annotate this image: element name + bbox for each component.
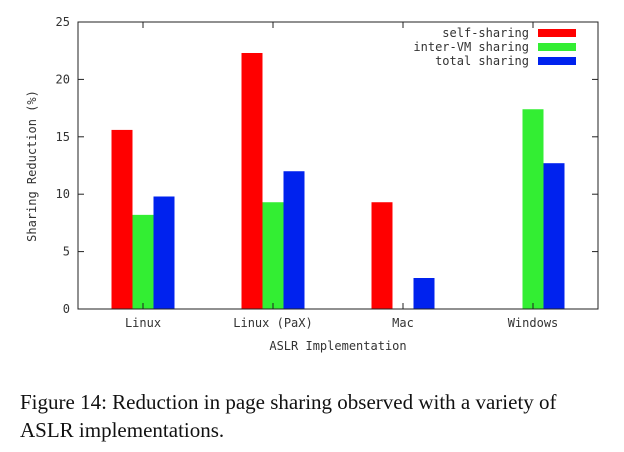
legend-swatch [538, 57, 576, 65]
x-axis: Linux Linux (PaX) Mac Windows [125, 22, 558, 330]
bar-inter-vm-sharing [522, 109, 544, 309]
legend-label: self-sharing [442, 26, 529, 40]
bar-chart: 0 5 10 15 20 25 Linux Linux (PaX) Mac Windows Sh… [25, 15, 599, 353]
plot-frame [77, 21, 599, 310]
legend-swatch [538, 43, 576, 51]
bars-group [111, 52, 565, 309]
x-tick-label: Linux [125, 316, 161, 330]
x-tick-label: Mac [392, 316, 414, 330]
bar-total-sharing [413, 278, 435, 309]
x-axis-label: ASLR Implementation [269, 339, 406, 353]
y-tick-label: 10 [56, 187, 70, 201]
figure-caption: Figure 14: Reduction in page sharing obs… [20, 390, 557, 442]
bar-self-sharing [111, 129, 133, 309]
bar-inter-vm-sharing [262, 202, 284, 309]
y-tick-label: 15 [56, 130, 70, 144]
x-tick-label: Windows [508, 316, 559, 330]
bar-self-sharing [241, 52, 263, 309]
x-tick-label: Linux (PaX) [233, 316, 312, 330]
y-axis: 0 5 10 15 20 25 [56, 15, 598, 316]
legend-label: inter-VM sharing [413, 40, 529, 54]
bar-total-sharing [543, 163, 565, 309]
legend-label: total sharing [435, 54, 529, 68]
y-tick-label: 20 [56, 72, 70, 86]
bar-inter-vm-sharing [132, 214, 154, 309]
bar-self-sharing [371, 202, 393, 309]
bar-total-sharing [283, 171, 305, 309]
bar-total-sharing [153, 196, 175, 309]
legend-swatch [538, 29, 576, 37]
y-axis-label: Sharing Reduction (%) [25, 90, 39, 242]
y-tick-label: 0 [63, 302, 70, 316]
y-tick-label: 5 [63, 245, 70, 259]
y-tick-label: 25 [56, 15, 70, 29]
